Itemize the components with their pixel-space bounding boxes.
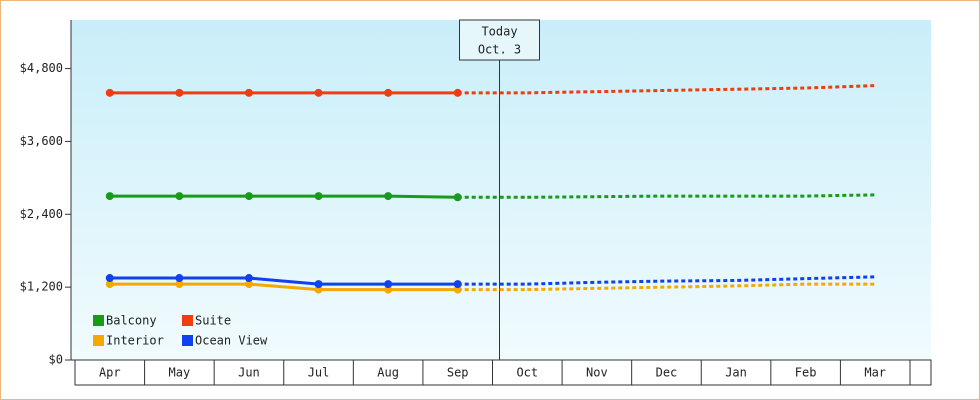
today-label: Today: [481, 25, 517, 39]
x-tick-label: Jun: [238, 366, 260, 380]
y-tick-label: $4,800: [20, 61, 63, 75]
point: [105, 274, 114, 283]
legend-label: Suite: [195, 314, 231, 328]
x-tick-label: May: [169, 366, 191, 380]
point: [244, 274, 253, 283]
x-tick-label: Sep: [447, 366, 469, 380]
point: [244, 88, 253, 97]
x-tick-label: Oct: [516, 366, 538, 380]
point: [175, 274, 184, 283]
point: [453, 280, 462, 289]
today-box: [459, 19, 540, 61]
forecast-line: [527, 282, 876, 292]
point: [384, 88, 393, 97]
point: [314, 88, 323, 97]
point: [314, 285, 323, 294]
y-tick-label: $0: [49, 353, 63, 367]
plot-area: [71, 20, 931, 360]
y-tick-label: $1,200: [20, 280, 63, 294]
x-axis-box: [74, 359, 932, 386]
point: [244, 192, 253, 201]
y-tick-label: $2,400: [20, 207, 63, 221]
x-tick-label: Feb: [795, 366, 817, 380]
x-tick-label: Jan: [725, 366, 747, 380]
point: [175, 280, 184, 289]
today-date: Oct. 3: [478, 43, 521, 57]
point: [453, 88, 462, 97]
point: [175, 88, 184, 97]
point: [384, 285, 393, 294]
point: [105, 88, 114, 97]
x-tick-label: Apr: [99, 366, 121, 380]
series-line: [109, 276, 458, 286]
x-tick-label: Jul: [308, 366, 330, 380]
point: [244, 280, 253, 289]
legend-label: Balcony: [106, 314, 157, 328]
legend-label: Ocean View: [195, 334, 268, 348]
legend-swatch: [182, 335, 193, 346]
point: [314, 192, 323, 201]
x-tick-label: Dec: [656, 366, 678, 380]
legend-swatch: [93, 315, 104, 326]
series-line: [109, 282, 458, 292]
x-tick-label: Nov: [586, 366, 608, 380]
y-tick-label: $3,600: [20, 134, 63, 148]
legend-swatch: [93, 335, 104, 346]
point: [453, 285, 462, 294]
point: [453, 193, 462, 202]
x-tick-label: Mar: [864, 366, 886, 380]
point: [314, 280, 323, 289]
forecast-line: [527, 84, 876, 95]
forecast-line: [527, 275, 876, 286]
point: [384, 192, 393, 201]
point: [105, 192, 114, 201]
point: [175, 192, 184, 201]
point: [105, 280, 114, 289]
forecast-line: [527, 193, 876, 199]
series-line: [109, 194, 458, 199]
point: [384, 280, 393, 289]
legend: Balcony Suite Interior Ocean View: [93, 314, 268, 348]
x-tick-label: Aug: [377, 366, 399, 380]
legend-swatch: [182, 315, 193, 326]
legend-label: Interior: [106, 334, 164, 348]
